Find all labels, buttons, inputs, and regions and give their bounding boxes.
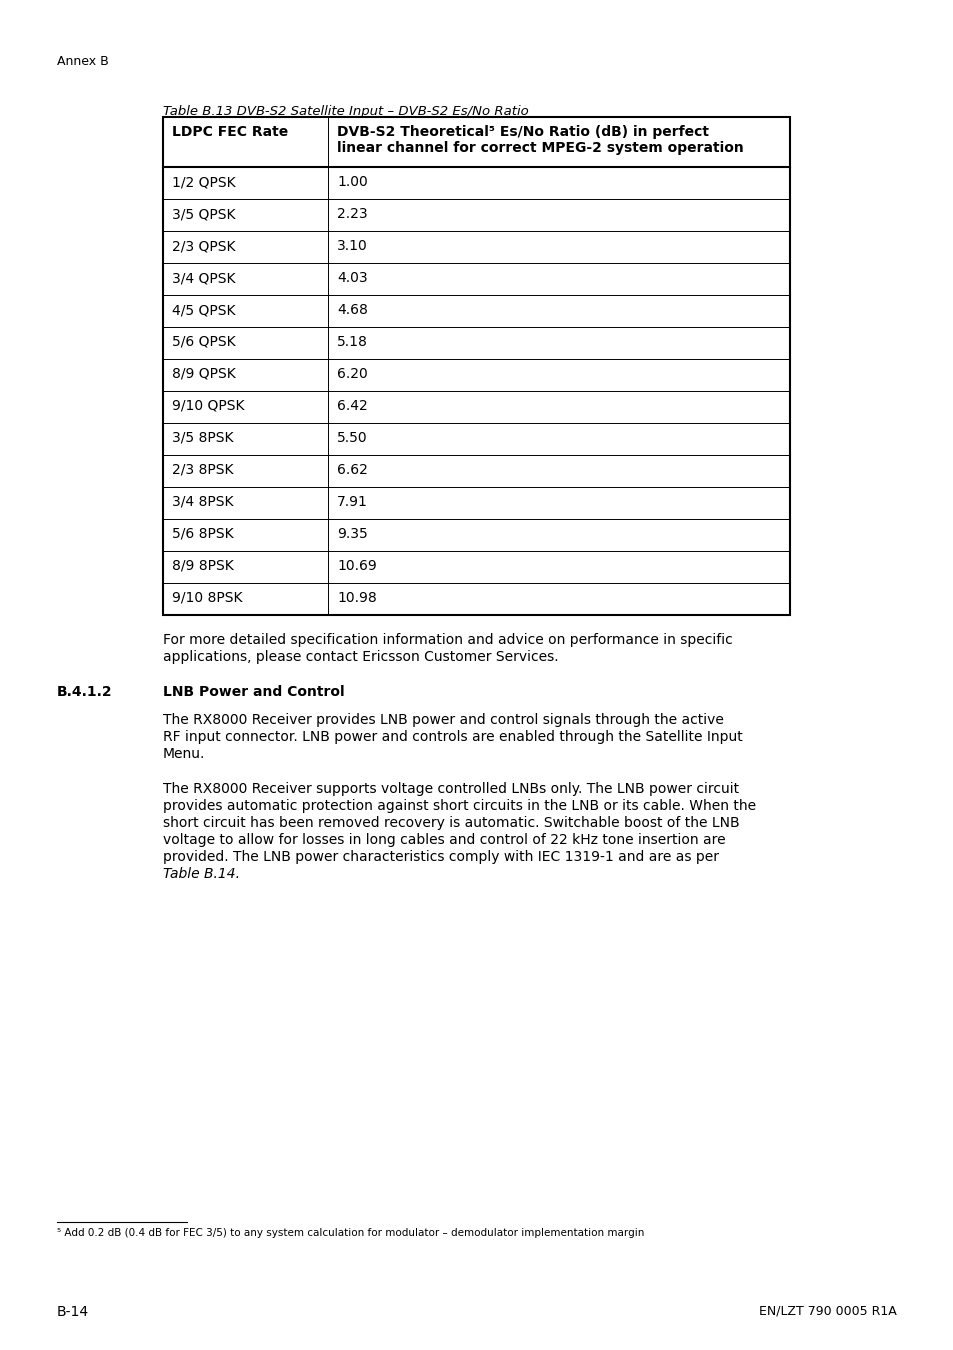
Text: 1/2 QPSK: 1/2 QPSK	[172, 176, 235, 189]
Text: 8/9 QPSK: 8/9 QPSK	[172, 367, 235, 381]
Text: 6.62: 6.62	[336, 463, 368, 477]
Text: 3/5 QPSK: 3/5 QPSK	[172, 207, 235, 221]
Text: 6.20: 6.20	[336, 367, 367, 381]
Text: applications, please contact Ericsson Customer Services.: applications, please contact Ericsson Cu…	[163, 649, 558, 664]
Text: 5/6 8PSK: 5/6 8PSK	[172, 526, 233, 541]
Text: 2.23: 2.23	[336, 207, 367, 221]
Text: B-14: B-14	[57, 1305, 89, 1319]
Text: 3/4 8PSK: 3/4 8PSK	[172, 495, 233, 509]
Text: 2/3 8PSK: 2/3 8PSK	[172, 463, 233, 477]
Text: provided. The LNB power characteristics comply with IEC 1319-1 and are as per: provided. The LNB power characteristics …	[163, 850, 719, 864]
Text: B.4.1.2: B.4.1.2	[57, 684, 112, 699]
Text: 7.91: 7.91	[336, 495, 368, 509]
Text: ⁵ Add 0.2 dB (0.4 dB for FEC 3/5) to any system calculation for modulator – demo: ⁵ Add 0.2 dB (0.4 dB for FEC 3/5) to any…	[57, 1228, 643, 1238]
Text: short circuit has been removed recovery is automatic. Switchable boost of the LN: short circuit has been removed recovery …	[163, 815, 739, 830]
Text: 4.68: 4.68	[336, 302, 368, 317]
Text: 9/10 QPSK: 9/10 QPSK	[172, 400, 244, 413]
Text: 5.18: 5.18	[336, 335, 368, 350]
Text: linear channel for correct MPEG-2 system operation: linear channel for correct MPEG-2 system…	[336, 140, 743, 155]
Text: provides automatic protection against short circuits in the LNB or its cable. Wh: provides automatic protection against sh…	[163, 799, 756, 813]
Text: 4.03: 4.03	[336, 271, 367, 285]
Text: 9.35: 9.35	[336, 526, 367, 541]
Text: Menu.: Menu.	[163, 747, 205, 761]
Text: 1.00: 1.00	[336, 176, 367, 189]
Text: 8/9 8PSK: 8/9 8PSK	[172, 559, 233, 572]
Text: LNB Power and Control: LNB Power and Control	[163, 684, 344, 699]
Text: For more detailed specification information and advice on performance in specifi: For more detailed specification informat…	[163, 633, 732, 647]
Text: DVB-S2 Theoretical⁵ Es/No Ratio (dB) in perfect: DVB-S2 Theoretical⁵ Es/No Ratio (dB) in …	[336, 126, 708, 139]
Text: 5.50: 5.50	[336, 431, 367, 446]
Text: 3/5 8PSK: 3/5 8PSK	[172, 431, 233, 446]
Text: The RX8000 Receiver supports voltage controlled LNBs only. The LNB power circuit: The RX8000 Receiver supports voltage con…	[163, 782, 739, 796]
Text: 4/5 QPSK: 4/5 QPSK	[172, 302, 235, 317]
Text: 10.69: 10.69	[336, 559, 376, 572]
Text: 3/4 QPSK: 3/4 QPSK	[172, 271, 235, 285]
Text: 10.98: 10.98	[336, 591, 376, 605]
Text: 5/6 QPSK: 5/6 QPSK	[172, 335, 235, 350]
Bar	[163, 117, 789, 616]
Text: LDPC FEC Rate: LDPC FEC Rate	[172, 126, 288, 139]
Text: Table B.13 DVB-S2 Satellite Input – DVB-S2 Es/No Ratio: Table B.13 DVB-S2 Satellite Input – DVB-…	[163, 105, 528, 117]
Text: 6.42: 6.42	[336, 400, 367, 413]
Text: 2/3 QPSK: 2/3 QPSK	[172, 239, 235, 252]
Text: 9/10 8PSK: 9/10 8PSK	[172, 591, 242, 605]
Text: Annex B: Annex B	[57, 55, 109, 68]
Text: RF input connector. LNB power and controls are enabled through the Satellite Inp: RF input connector. LNB power and contro…	[163, 730, 742, 744]
Text: voltage to allow for losses in long cables and control of 22 kHz tone insertion : voltage to allow for losses in long cabl…	[163, 833, 725, 846]
Text: The RX8000 Receiver provides LNB power and control signals through the active: The RX8000 Receiver provides LNB power a…	[163, 713, 723, 728]
Text: Table B.14.: Table B.14.	[163, 867, 240, 882]
Text: EN/LZT 790 0005 R1A: EN/LZT 790 0005 R1A	[759, 1305, 896, 1318]
Text: 3.10: 3.10	[336, 239, 367, 252]
